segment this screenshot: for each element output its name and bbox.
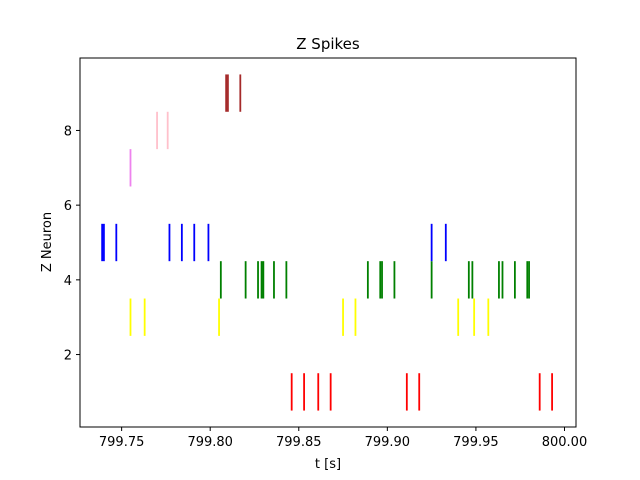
x-tick-label: 799.75	[99, 435, 145, 450]
y-tick-label: 8	[64, 124, 72, 139]
x-tick-label: 799.95	[453, 435, 499, 450]
x-tick-label: 799.85	[276, 435, 322, 450]
y-axis-label: Z Neuron	[40, 212, 55, 272]
chart-title: Z Spikes	[296, 35, 360, 53]
x-tick-label: 799.90	[365, 435, 411, 450]
y-tick-label: 6	[64, 199, 72, 214]
y-tick-label: 2	[64, 349, 72, 364]
y-tick-label: 4	[64, 274, 72, 289]
y-axis: 2 4 6 8	[64, 124, 80, 364]
plot-frame	[79, 57, 577, 428]
x-tick-label: 800.00	[542, 435, 588, 450]
x-axis-label: t [s]	[315, 457, 341, 472]
spike-marks	[101, 74, 553, 411]
x-axis: 799.75 799.80 799.85 799.90 799.95 800.00	[99, 427, 587, 450]
x-tick-label: 799.80	[187, 435, 233, 450]
